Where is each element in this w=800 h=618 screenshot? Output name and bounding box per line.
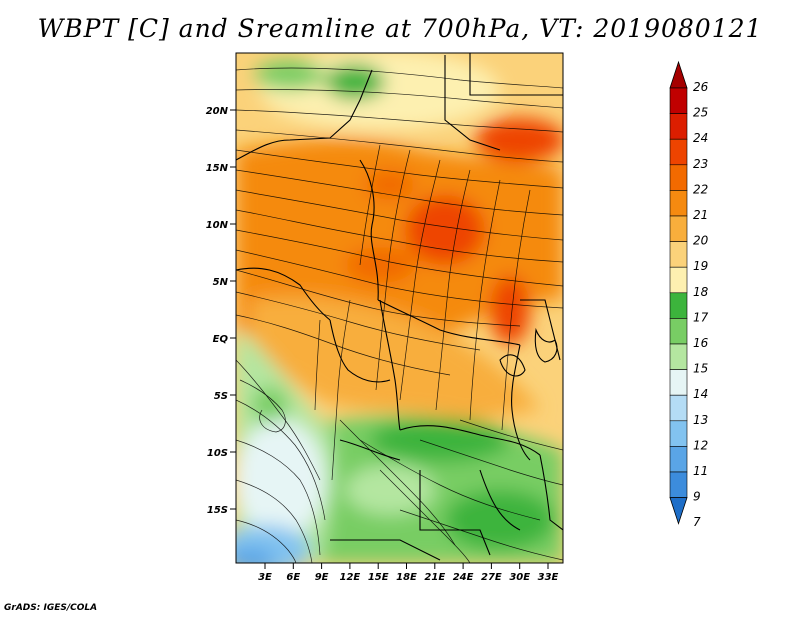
colorbar: 26 25 24 23 22 21 20 19 18 17 16 15 14 13 12 11 9 7 bbox=[669, 60, 709, 529]
lat-label: 15N bbox=[206, 163, 229, 174]
country-borders bbox=[236, 53, 563, 561]
credit-label: GrADS: IGES/COLA bbox=[4, 603, 98, 613]
colorbar-label: 17 bbox=[693, 310, 709, 324]
colorbar-label: 11 bbox=[693, 464, 708, 478]
colorbar-segment bbox=[669, 369, 688, 396]
colorbar-segment bbox=[669, 446, 688, 473]
colorbar-segment bbox=[669, 343, 688, 370]
colorbar-segment bbox=[669, 87, 688, 114]
map-title: WBPT [C] and Sreamline at 700hPa, VT: 20… bbox=[37, 14, 763, 43]
lon-label: 33E bbox=[538, 572, 559, 583]
colorbar-label: 7 bbox=[693, 515, 701, 529]
colorbar-label: 25 bbox=[693, 106, 708, 120]
streamlines bbox=[236, 67, 563, 563]
colorbar-bottom-arrow bbox=[669, 497, 688, 525]
colorbar-segment bbox=[669, 215, 688, 242]
colorbar-segment bbox=[669, 318, 688, 345]
lat-label: 10N bbox=[206, 220, 229, 231]
colorbar-label: 21 bbox=[693, 208, 708, 222]
lat-label: 15S bbox=[207, 505, 228, 516]
colorbar-segment bbox=[669, 471, 688, 498]
colorbar-segment bbox=[669, 138, 688, 166]
lon-label: 18E bbox=[396, 572, 417, 583]
lon-label: 12E bbox=[340, 572, 361, 583]
colorbar-top-arrow bbox=[669, 60, 688, 89]
lon-label: 3E bbox=[258, 572, 272, 583]
colorbar-segment bbox=[669, 394, 688, 422]
lat-label: EQ bbox=[213, 334, 229, 345]
colorbar-segment bbox=[669, 241, 688, 268]
colorbar-label: 12 bbox=[693, 438, 708, 452]
colorbar-label: 23 bbox=[693, 157, 708, 171]
colorbar-segment bbox=[669, 420, 688, 447]
colorbar-segment bbox=[669, 266, 688, 294]
latitude-axis: 20N 15N 10N 5N EQ 5S 10S 15S bbox=[206, 106, 236, 516]
lon-label: 27E bbox=[481, 572, 502, 583]
lon-label: 24E bbox=[453, 572, 474, 583]
colorbar-label: 22 bbox=[693, 182, 708, 196]
colorbar-label: 15 bbox=[693, 362, 708, 376]
colorbar-label: 26 bbox=[693, 80, 709, 94]
colorbar-segment bbox=[669, 164, 688, 191]
colorbar-label: 18 bbox=[693, 285, 709, 299]
lat-label: 5S bbox=[214, 391, 228, 402]
lon-label: 6E bbox=[286, 572, 300, 583]
longitude-axis: 3E 6E 9E 12E 15E 18E 21E 24E 27E 30E 33E bbox=[258, 563, 559, 583]
lon-label: 15E bbox=[368, 572, 389, 583]
colorbar-label: 16 bbox=[693, 336, 709, 350]
colorbar-label: 14 bbox=[693, 387, 708, 401]
colorbar-segment bbox=[669, 190, 688, 217]
lon-label: 9E bbox=[315, 572, 329, 583]
map-frame bbox=[235, 52, 564, 564]
colorbar-segment bbox=[669, 292, 688, 319]
colorbar-label: 9 bbox=[693, 490, 701, 504]
lat-label: 10S bbox=[207, 448, 228, 459]
lat-label: 5N bbox=[213, 277, 229, 288]
lon-label: 30E bbox=[509, 572, 530, 583]
colorbar-label: 19 bbox=[693, 259, 708, 273]
lon-label: 21E bbox=[424, 572, 445, 583]
wbpt-field bbox=[236, 53, 563, 563]
lat-label: 20N bbox=[206, 106, 229, 117]
colorbar-label: 13 bbox=[693, 413, 708, 427]
colorbar-label: 24 bbox=[693, 131, 708, 145]
colorbar-segment bbox=[669, 113, 688, 140]
colorbar-label: 20 bbox=[693, 234, 709, 248]
